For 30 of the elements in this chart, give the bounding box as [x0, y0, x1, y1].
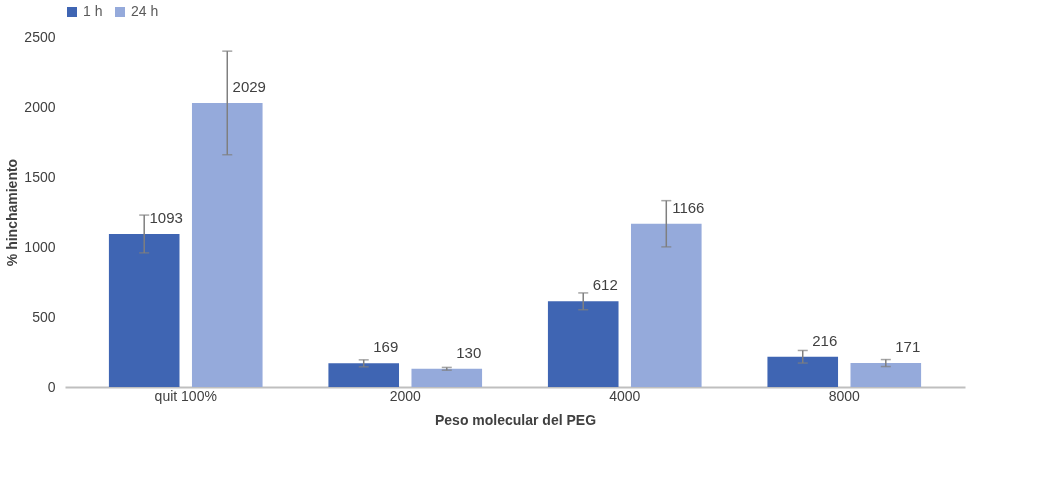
bar — [411, 368, 483, 387]
bar — [850, 363, 922, 387]
y-tick-label: 1000 — [24, 238, 56, 255]
bar — [328, 363, 400, 387]
y-tick-label: 500 — [32, 308, 56, 325]
x-tick-label: 8000 — [828, 387, 861, 404]
y-tick-label: 0 — [47, 378, 56, 395]
x-tick-label: 2000 — [389, 387, 422, 404]
y-axis-title: % hinchamiento — [4, 158, 21, 267]
x-tick-label: 4000 — [609, 387, 641, 404]
bar — [767, 356, 839, 387]
bar — [191, 102, 263, 387]
data-label: 1166 — [672, 198, 705, 216]
y-tick-label: 1500 — [24, 168, 56, 185]
data-label: 1093 — [149, 208, 183, 226]
x-axis-title: Peso molecular del PEG — [434, 411, 597, 428]
data-label: 2029 — [232, 77, 266, 95]
data-label: 169 — [373, 338, 399, 356]
x-tick-label: quit 100% — [154, 387, 217, 404]
legend-label: 24 h — [131, 3, 159, 19]
data-label: 171 — [895, 338, 921, 356]
data-label: 130 — [456, 343, 482, 361]
data-label: 216 — [812, 331, 838, 349]
legend-label: 1 h — [83, 3, 103, 19]
bar — [630, 223, 702, 387]
bar — [108, 233, 180, 387]
data-label: 612 — [592, 276, 618, 294]
y-tick-label: 2500 — [24, 28, 56, 45]
y-tick-label: 2000 — [24, 98, 56, 115]
bar — [547, 301, 619, 387]
